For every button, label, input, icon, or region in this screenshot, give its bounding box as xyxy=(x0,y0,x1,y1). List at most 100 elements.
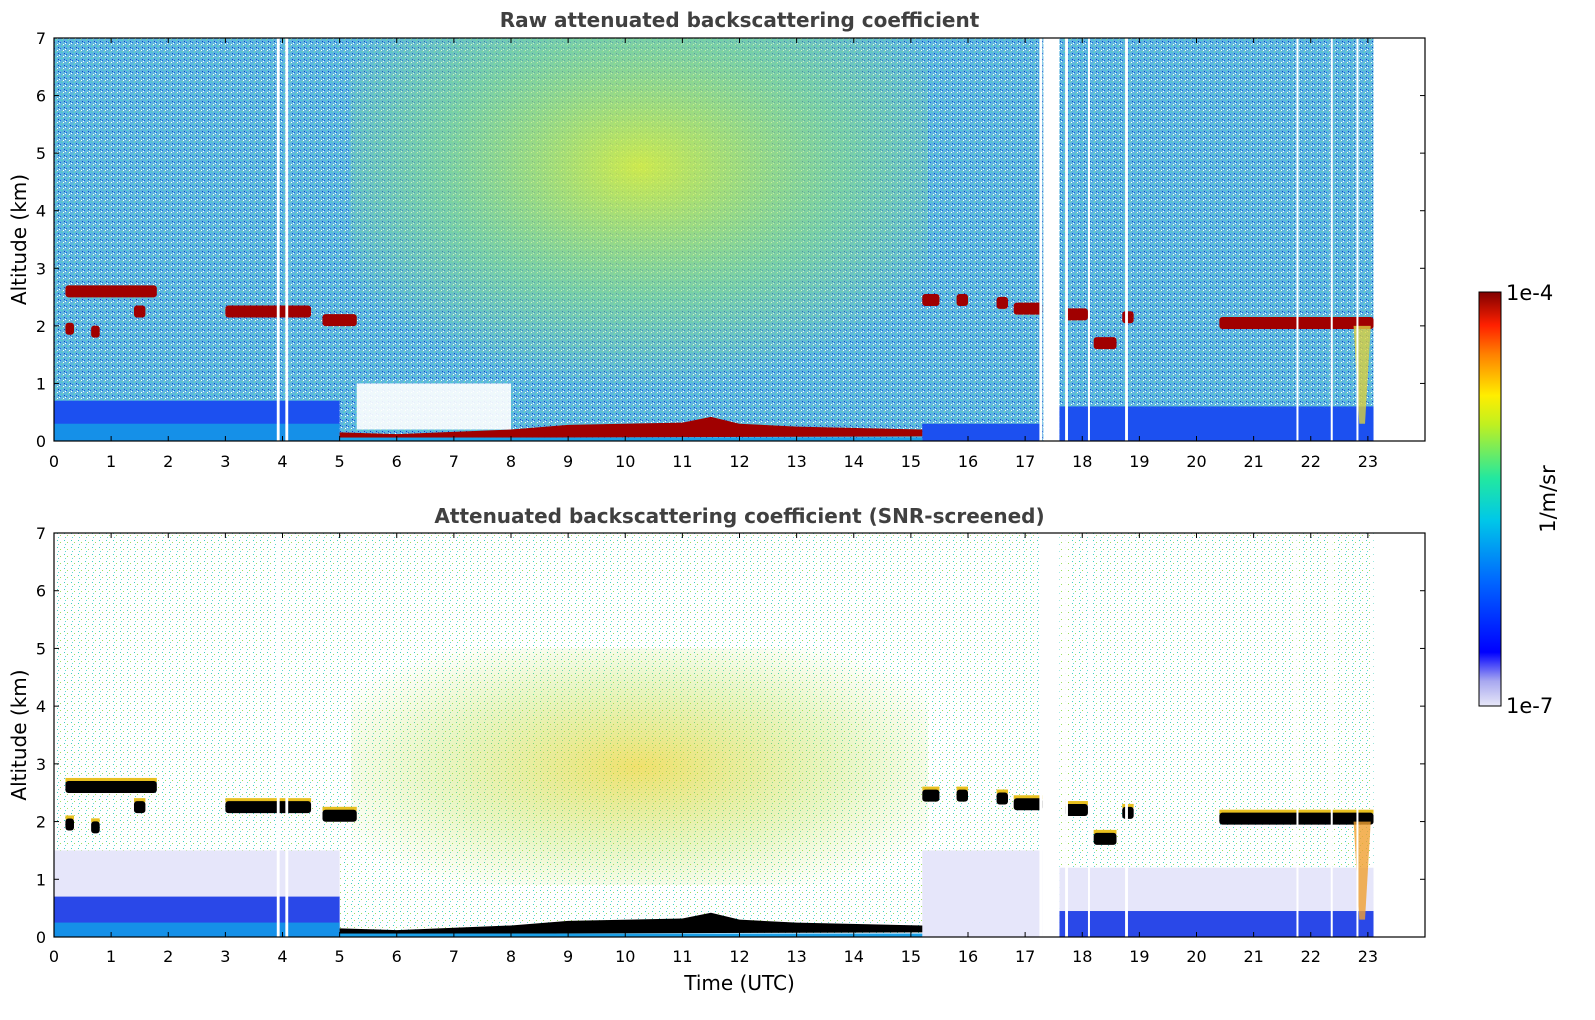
x-tick-label: 11 xyxy=(672,947,692,966)
x-tick-label: 23 xyxy=(1358,947,1378,966)
cloud-layer xyxy=(996,792,1008,805)
cloud-layer-edge xyxy=(1122,803,1134,808)
x-tick-label: 22 xyxy=(1301,947,1321,966)
x-tick-label: 5 xyxy=(335,947,345,966)
cloud-layer xyxy=(65,322,74,335)
cloud-layer xyxy=(91,821,100,834)
cloud-layer-edge xyxy=(1065,801,1088,806)
y-tick-label: 1 xyxy=(36,374,46,393)
cloud-layer-edge xyxy=(1093,829,1117,834)
x-tick-label: 12 xyxy=(729,947,749,966)
missing-data-gap xyxy=(1087,533,1090,937)
missing-data-gap xyxy=(1043,533,1060,937)
cloud-layer-edge xyxy=(956,786,968,791)
fog-base xyxy=(339,437,923,441)
x-tick-label: 4 xyxy=(277,452,287,471)
cloud-layer xyxy=(322,314,357,327)
cloud-layer-edge xyxy=(91,818,100,823)
no-data-region xyxy=(1373,533,1425,937)
colorbar: 1e-4 1e-7 1/m/sr xyxy=(1478,281,1560,718)
cloud-layer xyxy=(1013,302,1043,315)
aerosol-layer-night-2 xyxy=(1059,911,1374,937)
cloud-layer xyxy=(225,305,312,318)
y-tick-label: 6 xyxy=(36,582,46,601)
x-axis-label: Time (UTC) xyxy=(683,971,795,995)
missing-data-gap xyxy=(1330,533,1333,937)
cloud-layer-edge xyxy=(65,815,74,820)
aerosol-pale-evening xyxy=(922,850,1043,937)
cloud-layer xyxy=(133,305,146,318)
x-tick-label: 13 xyxy=(786,452,806,471)
x-tick-label: 18 xyxy=(1072,947,1092,966)
x-tick-label: 20 xyxy=(1186,452,1206,471)
fog-base xyxy=(339,933,923,937)
x-tick-label: 21 xyxy=(1243,452,1263,471)
x-tick-label: 22 xyxy=(1301,452,1321,471)
y-tick-label: 2 xyxy=(36,813,46,832)
missing-data-gap xyxy=(1125,533,1128,937)
x-tick-label: 19 xyxy=(1129,947,1149,966)
missing-data-gap xyxy=(1125,38,1128,441)
x-tick-label: 4 xyxy=(277,947,287,966)
x-tick-label: 6 xyxy=(392,947,402,966)
x-tick-label: 7 xyxy=(449,452,459,471)
x-tick-label: 15 xyxy=(901,452,921,471)
missing-data-gap xyxy=(285,533,289,937)
cloud-layer xyxy=(1093,832,1117,845)
missing-data-gap xyxy=(276,38,280,441)
cloud-layer-edge xyxy=(1013,795,1043,800)
x-tick-label: 11 xyxy=(672,452,692,471)
no-data-region xyxy=(1373,38,1425,441)
x-tick-label: 10 xyxy=(615,452,635,471)
cloud-layer-edge xyxy=(322,806,357,811)
x-tick-label: 9 xyxy=(563,452,573,471)
y-tick-label: 2 xyxy=(36,317,46,336)
solar-noise-region xyxy=(351,38,929,407)
missing-data-gap xyxy=(1356,38,1359,441)
cloud-layer xyxy=(1065,804,1088,817)
x-tick-label: 1 xyxy=(106,452,116,471)
cloud-layer xyxy=(922,789,940,802)
missing-data-gap xyxy=(1039,38,1043,441)
x-tick-label: 8 xyxy=(506,947,516,966)
cloud-layer-edge xyxy=(65,777,157,782)
x-tick-label: 17 xyxy=(1015,947,1035,966)
aerosol-layer-night-2 xyxy=(1059,406,1374,441)
y-tick-label: 6 xyxy=(36,87,46,106)
clear-zone xyxy=(356,383,511,430)
colorbar-unit-label: 1/m/sr xyxy=(1536,465,1560,533)
x-tick-label: 19 xyxy=(1129,452,1149,471)
cloud-layer-edge xyxy=(133,798,146,803)
x-tick-label: 17 xyxy=(1015,452,1035,471)
y-tick-label: 7 xyxy=(36,524,46,543)
y-tick-label: 5 xyxy=(36,144,46,163)
cloud-layer xyxy=(65,285,157,298)
missing-data-gap xyxy=(1330,38,1333,441)
x-tick-label: 13 xyxy=(786,947,806,966)
colorbar-max-label: 1e-4 xyxy=(1506,281,1553,305)
colorbar-gradient xyxy=(1478,291,1502,707)
y-tick-label: 7 xyxy=(36,29,46,48)
cloud-layer-edge xyxy=(996,789,1008,794)
cloud-layer-edge xyxy=(922,786,940,791)
cloud-layer xyxy=(65,818,74,831)
aerosol-surface-night-1 xyxy=(54,922,340,937)
cloud-layer xyxy=(1065,308,1088,321)
y-tick-label: 3 xyxy=(36,755,46,774)
missing-data-gap xyxy=(285,38,289,441)
missing-data-gap xyxy=(1065,38,1068,441)
x-tick-label: 16 xyxy=(958,452,978,471)
missing-data-gap xyxy=(1296,533,1299,937)
x-tick-label: 2 xyxy=(163,452,173,471)
top-panel: Raw attenuated backscattering coefficien… xyxy=(7,8,1426,471)
x-tick-label: 3 xyxy=(220,452,230,471)
missing-data-gap xyxy=(1039,533,1043,937)
x-tick-label: 5 xyxy=(335,452,345,471)
cloud-layer xyxy=(1013,798,1043,811)
x-tick-label: 16 xyxy=(958,947,978,966)
cloud-layer xyxy=(322,809,357,822)
x-tick-label: 23 xyxy=(1358,452,1378,471)
cloud-layer xyxy=(1093,337,1117,350)
missing-data-gap xyxy=(1356,533,1359,937)
